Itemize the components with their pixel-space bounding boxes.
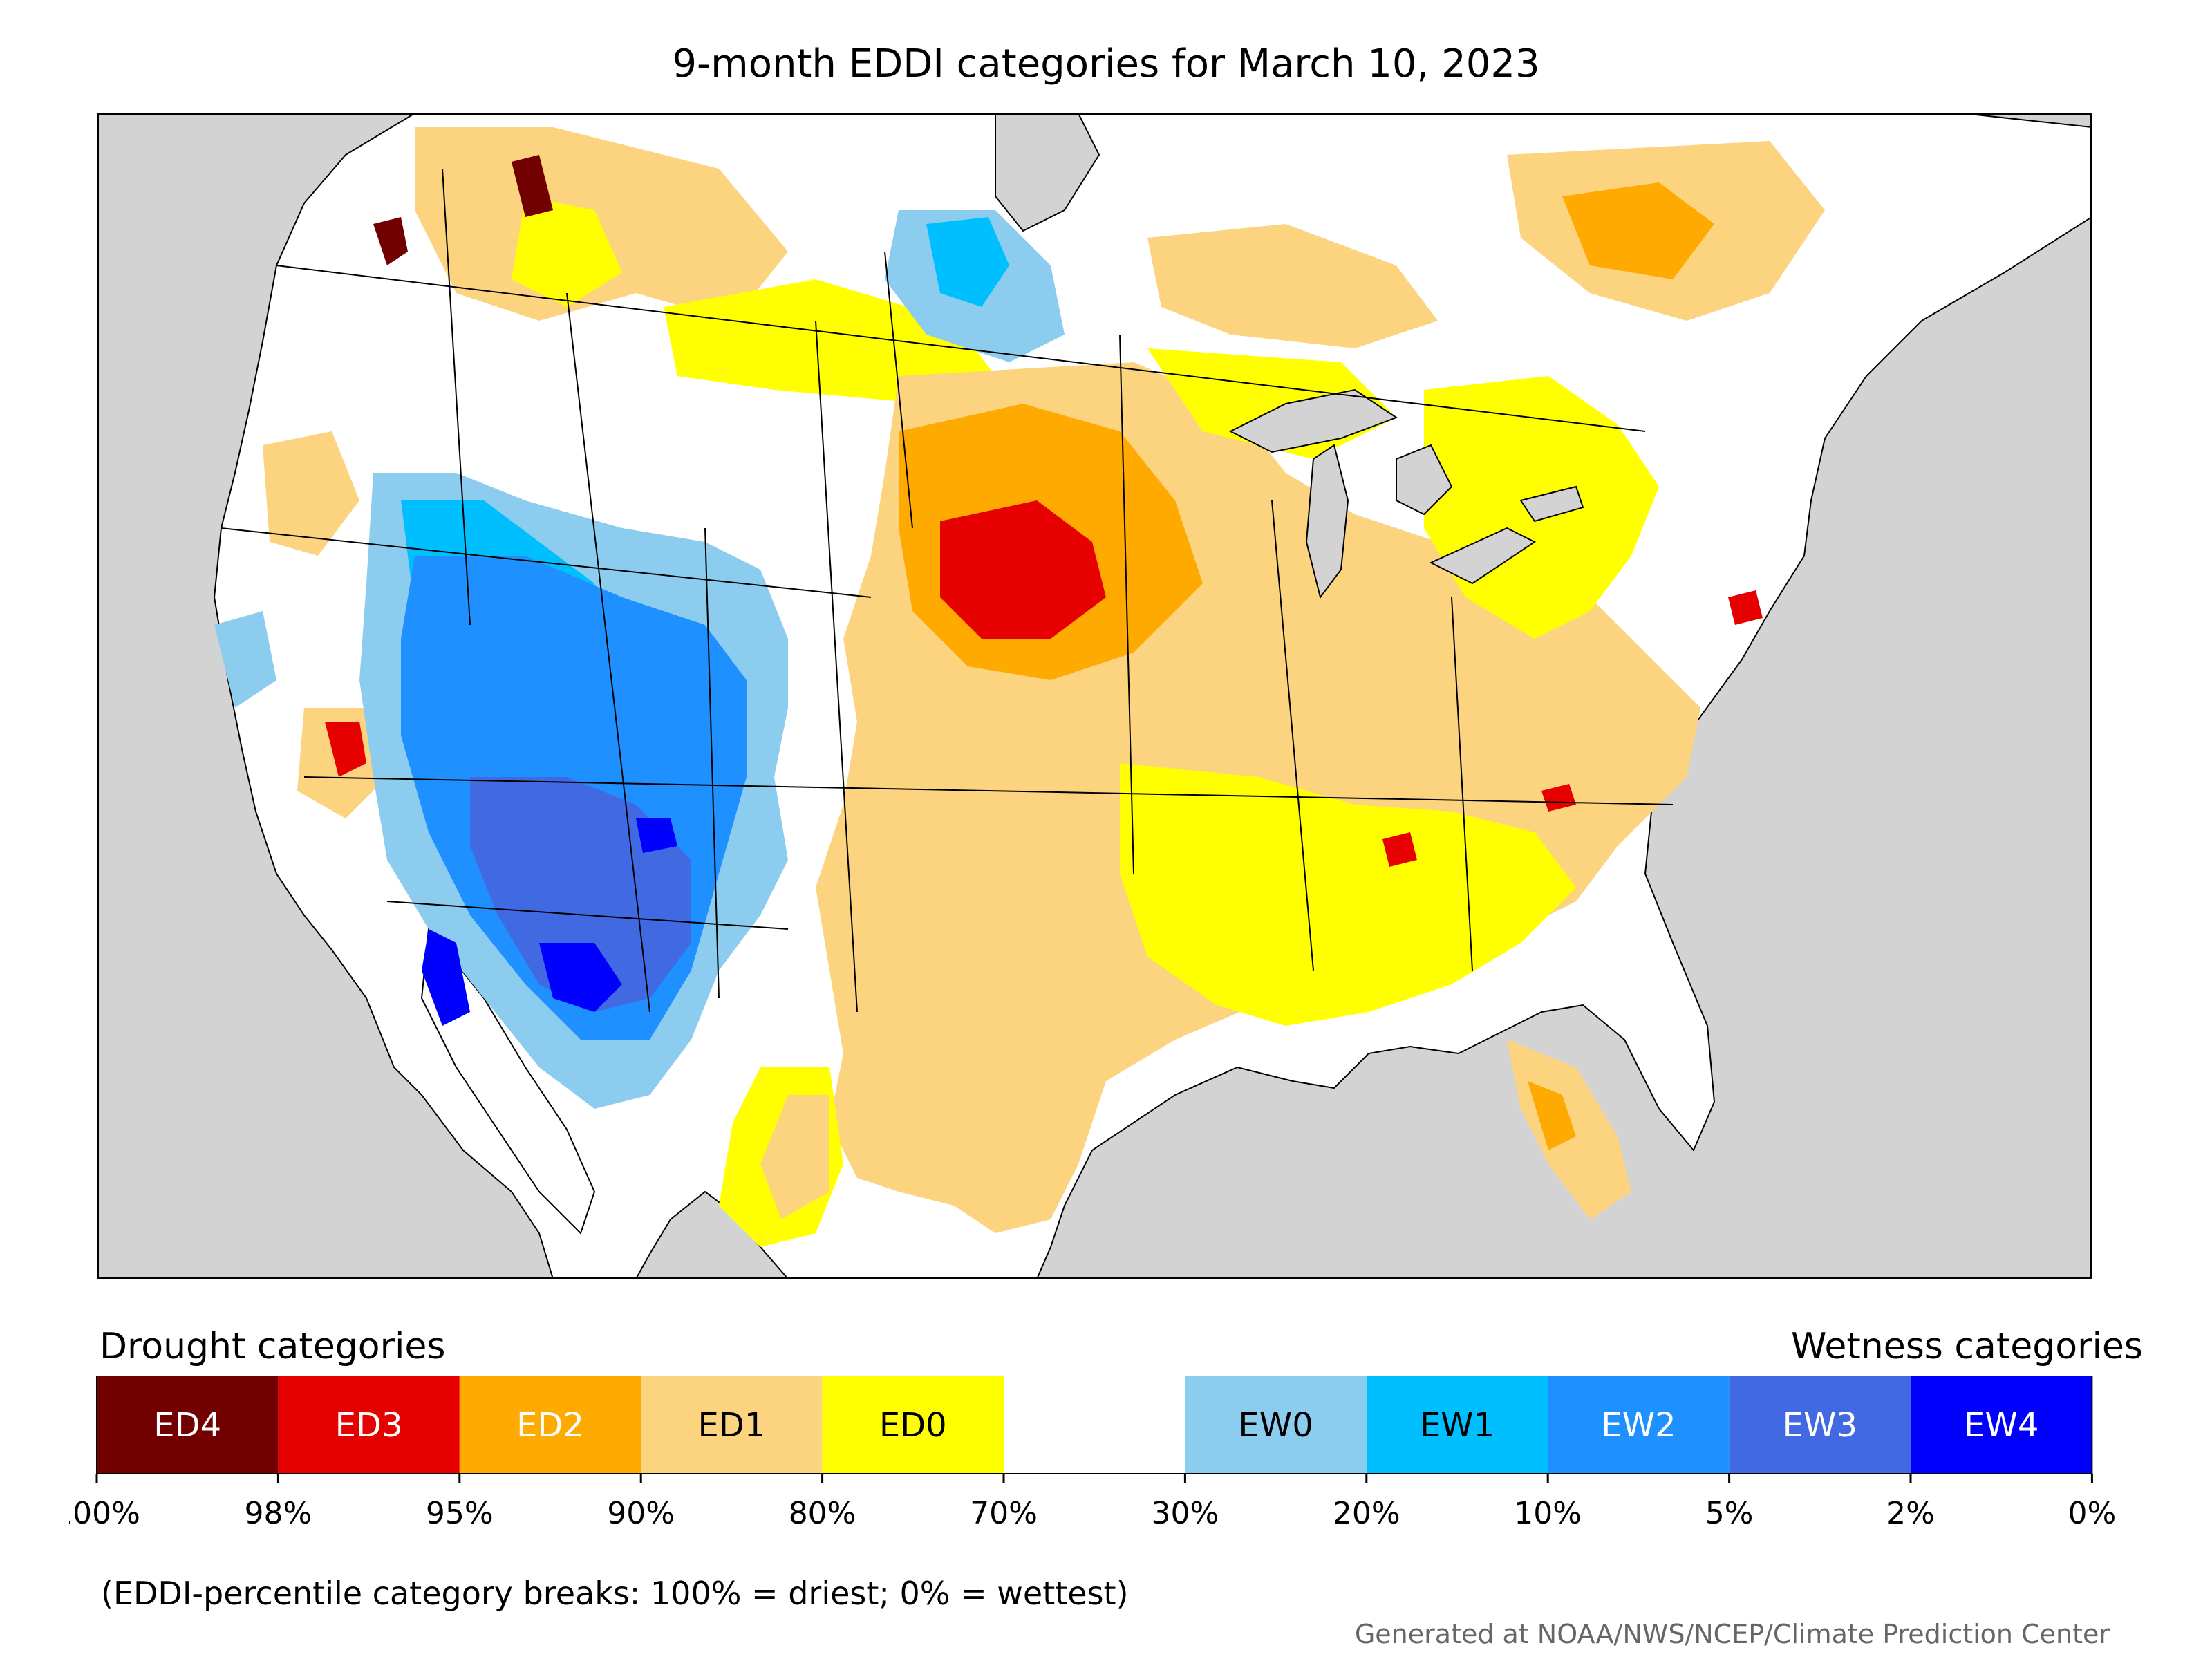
legend-swatch (1911, 1376, 2092, 1474)
legend-tick-label: 0% (2068, 1496, 2116, 1531)
legend-swatch-label: ED4 (153, 1406, 221, 1445)
legend-swatch-label: EW0 (1238, 1406, 1313, 1445)
legend-tick-label: 20% (1333, 1496, 1400, 1531)
legend-swatch (1185, 1376, 1367, 1474)
legend-tick-label: 98% (245, 1496, 312, 1531)
map-frame (97, 113, 2092, 1279)
legend-swatch (1004, 1376, 1185, 1474)
drought-categories-heading: Drought categories (100, 1326, 446, 1367)
legend-swatch-label: ED2 (516, 1406, 584, 1445)
legend-swatch (1548, 1376, 1730, 1474)
legend-swatch-label: EW3 (1783, 1406, 1857, 1445)
legend-swatch-label: EW2 (1601, 1406, 1676, 1445)
map-title: 9-month EDDI categories for March 10, 20… (672, 41, 1540, 86)
category-legend: ED4 ED3 ED2 ED1 ED0 EW0 EW1 EW2 EW3 EW4 100% 98% 95%… (69, 1376, 2116, 1531)
legend-swatch (278, 1376, 460, 1474)
legend-tick-label: 2% (1886, 1496, 1935, 1531)
wetness-zones (214, 210, 1065, 1109)
legend-tick-label: 10% (1514, 1496, 1582, 1531)
legend-swatch (641, 1376, 823, 1474)
legend-swatch-label: ED3 (335, 1406, 403, 1445)
legend-swatch (1729, 1376, 1911, 1474)
state-borders (221, 168, 1674, 1013)
hudson-bay (995, 113, 1100, 232)
legend-tick-label: 80% (789, 1496, 856, 1531)
legend-tick-label: 70% (970, 1496, 1038, 1531)
legend-tick-label: 30% (1152, 1496, 1219, 1531)
legend-swatch (822, 1376, 1004, 1474)
legend-swatch-label: ED0 (879, 1406, 947, 1445)
category-note: (EDDI-percentile category breaks: 100% =… (101, 1575, 1129, 1612)
legend-tick-label: 90% (607, 1496, 675, 1531)
legend-swatch (97, 1376, 279, 1474)
legend-frame (96, 1376, 2093, 1474)
legend-swatch (1366, 1376, 1548, 1474)
legend-swatch-label: EW1 (1420, 1406, 1494, 1445)
legend-tick-label: 100% (69, 1496, 140, 1531)
legend-swatch-label: EW4 (1964, 1406, 2038, 1445)
eddi-map (97, 113, 2092, 1279)
legend-tick-label: 5% (1705, 1496, 1754, 1531)
great-lakes (1228, 388, 1584, 599)
wetness-categories-heading: Wetness categories (1791, 1326, 2143, 1367)
credit-line: Generated at NOAA/NWS/NCEP/Climate Predi… (1354, 1619, 2110, 1649)
legend-swatch (459, 1376, 641, 1474)
legend-tick-label: 95% (426, 1496, 494, 1531)
legend-swatch-label: ED1 (697, 1406, 765, 1445)
